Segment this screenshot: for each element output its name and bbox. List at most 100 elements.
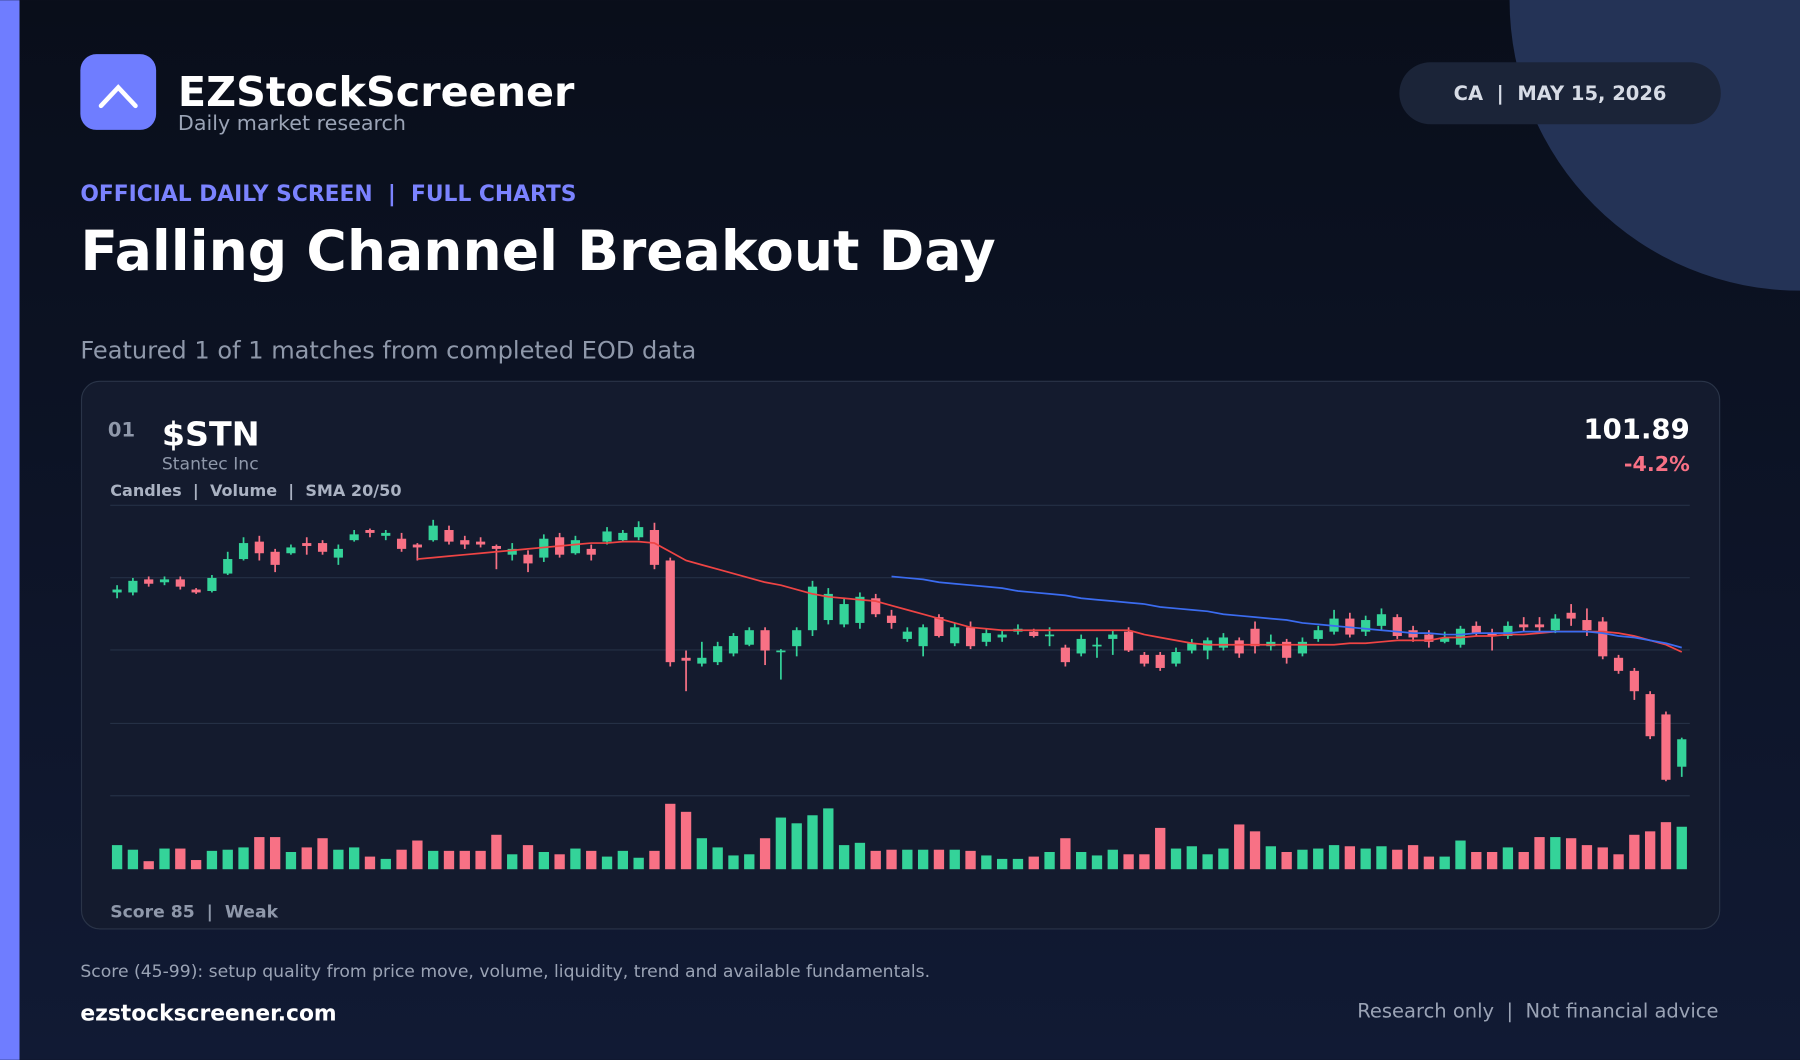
volume-bar bbox=[428, 850, 439, 870]
brand-name: EZStockScreener bbox=[178, 68, 575, 116]
volume-bar bbox=[475, 850, 486, 870]
date-badge: CA | MAY 15, 2026 bbox=[1454, 82, 1667, 105]
volume-bar bbox=[1344, 846, 1356, 870]
candle-body bbox=[776, 650, 786, 653]
volume-bar bbox=[1423, 856, 1435, 870]
volume-bar bbox=[601, 856, 613, 870]
candle-body bbox=[207, 577, 217, 591]
candle-body bbox=[1629, 670, 1639, 692]
candle-body bbox=[997, 634, 1007, 638]
volume-bar bbox=[507, 854, 518, 870]
ticker: $STN bbox=[162, 415, 260, 454]
volume-bar bbox=[791, 823, 802, 870]
candle-body bbox=[1440, 637, 1450, 642]
page-title: Falling Channel Breakout Day bbox=[80, 219, 995, 283]
volume-bar bbox=[1581, 845, 1593, 870]
volume-bar bbox=[396, 849, 407, 870]
volume-bar bbox=[127, 849, 139, 870]
volume-bar bbox=[917, 849, 929, 870]
volume-bar bbox=[1597, 847, 1608, 870]
volume-bar bbox=[522, 845, 534, 870]
volume-bar bbox=[870, 850, 881, 870]
volume-bar bbox=[933, 849, 945, 870]
candle-body bbox=[1234, 640, 1244, 654]
candle-body bbox=[523, 554, 533, 564]
volume-bar bbox=[1091, 855, 1103, 870]
candle-body bbox=[1044, 634, 1055, 637]
candle-body bbox=[1519, 624, 1529, 628]
candle-body bbox=[1598, 621, 1608, 657]
volume-bar bbox=[680, 811, 692, 870]
volume-bar bbox=[1660, 822, 1672, 870]
volume-bar bbox=[1202, 854, 1213, 870]
subtitle: Featured 1 of 1 matches from completed E… bbox=[80, 336, 696, 364]
candle-body bbox=[159, 579, 170, 583]
volume-bar bbox=[712, 847, 723, 870]
accent-bar bbox=[0, 0, 20, 1060]
volume-bar bbox=[728, 855, 739, 870]
candle-body bbox=[1187, 643, 1197, 651]
volume-bar bbox=[1107, 849, 1118, 870]
volume-bar bbox=[1297, 849, 1308, 870]
candle-body bbox=[1124, 631, 1134, 651]
volume-bar bbox=[1455, 840, 1466, 870]
change: -4.2% bbox=[1624, 452, 1690, 476]
candle-body bbox=[713, 646, 723, 663]
candle-body bbox=[302, 543, 312, 546]
candle-body bbox=[1092, 644, 1102, 647]
candle-body bbox=[1534, 624, 1545, 628]
volume-bar bbox=[206, 850, 218, 870]
price: 101.89 bbox=[1583, 414, 1689, 446]
volume-bar bbox=[570, 848, 581, 870]
chart-legend: Candles | Volume | SMA 20/50 bbox=[110, 481, 401, 501]
candle-body bbox=[381, 532, 391, 536]
volume-bar bbox=[759, 838, 771, 870]
candle-body bbox=[191, 589, 201, 593]
candle-body bbox=[1250, 628, 1260, 647]
footnote: Score (45-99): setup quality from price … bbox=[80, 962, 930, 982]
candle-body bbox=[270, 551, 280, 565]
candle-body bbox=[1155, 654, 1165, 668]
candle-body bbox=[1139, 654, 1149, 664]
candle-body bbox=[254, 541, 264, 554]
volume-bar bbox=[1565, 838, 1577, 870]
volume-bar bbox=[364, 856, 376, 870]
candle-body bbox=[1282, 641, 1292, 658]
volume-bar bbox=[380, 858, 391, 870]
volume-bar bbox=[222, 849, 233, 870]
candle-body bbox=[839, 604, 849, 625]
volume-bar bbox=[1155, 827, 1166, 870]
grid bbox=[110, 504, 1690, 797]
volume-bar bbox=[143, 861, 154, 870]
candle-body bbox=[460, 540, 470, 545]
volume-bar bbox=[269, 837, 281, 870]
volume-bar bbox=[1471, 852, 1482, 870]
rank: 01 bbox=[108, 418, 135, 441]
candle-body bbox=[950, 627, 960, 644]
candle-body bbox=[823, 593, 833, 621]
candle-body bbox=[1677, 739, 1687, 767]
candle-body bbox=[1171, 651, 1181, 664]
volume-bar bbox=[254, 837, 265, 870]
candle-body bbox=[886, 615, 897, 623]
volume-bar bbox=[1629, 834, 1640, 870]
volume-bar bbox=[491, 834, 502, 870]
volume-bar bbox=[1249, 831, 1261, 870]
candle-body bbox=[286, 547, 296, 554]
candle-body bbox=[570, 540, 581, 554]
candle-body bbox=[1661, 714, 1671, 780]
candle-body bbox=[491, 545, 501, 549]
date-pill bbox=[1399, 62, 1721, 125]
candle-body bbox=[144, 579, 154, 584]
volume-bar bbox=[981, 855, 992, 870]
candle-body bbox=[1471, 625, 1481, 634]
volume-bar bbox=[1407, 845, 1419, 870]
candle-body bbox=[349, 534, 359, 541]
volume-bar bbox=[1518, 852, 1529, 870]
volume-bar bbox=[111, 845, 123, 870]
volume-bar bbox=[902, 849, 913, 870]
candle-body bbox=[412, 544, 422, 548]
score: Score 85 | Weak bbox=[110, 902, 278, 922]
volume-bar bbox=[1328, 845, 1340, 870]
